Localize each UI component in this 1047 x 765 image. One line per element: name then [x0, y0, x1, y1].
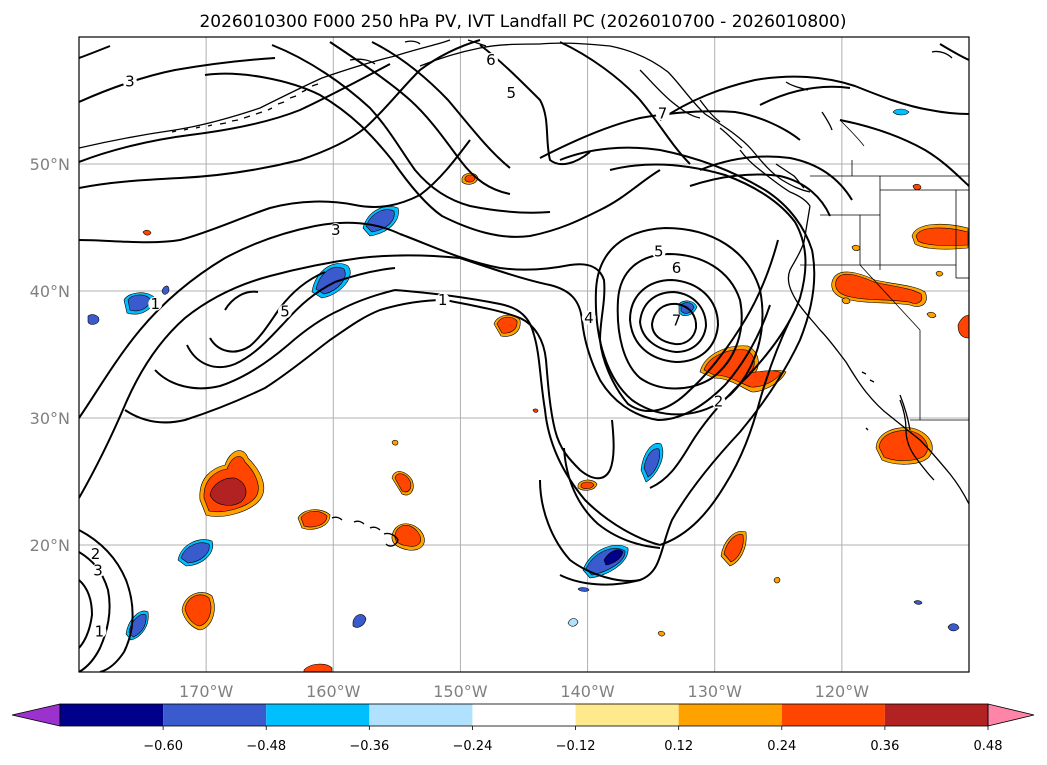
colorbar-swatch-7 — [782, 704, 885, 726]
colorbar-label-1: −0.48 — [246, 739, 286, 754]
colorbar-label-7: 0.36 — [870, 739, 899, 754]
latitude-labels: 50°N 40°N 30°N 20°N — [30, 155, 70, 555]
contour-label-8: 5 — [654, 243, 664, 261]
lat-label-1: 40°N — [30, 282, 70, 301]
contour-label-3: 5 — [280, 302, 290, 320]
lat-label-0: 50°N — [30, 155, 70, 174]
colorbar-swatch-3 — [369, 704, 472, 726]
colorbar-swatch-6 — [679, 704, 782, 726]
colorbar-label-8: 0.48 — [974, 739, 1003, 754]
contour-label-7: 7 — [658, 104, 668, 122]
lon-label-4: 130°W — [688, 682, 743, 701]
contour-label-11: 4 — [584, 309, 594, 327]
contour-label-15: 1 — [95, 622, 105, 640]
lat-label-2: 30°N — [30, 409, 70, 428]
colorbar-extend-high — [988, 704, 1034, 726]
colorbar-label-4: −0.12 — [556, 739, 596, 754]
lon-label-2: 150°W — [433, 682, 488, 701]
contour-label-6: 6 — [486, 51, 496, 69]
contour-label-9: 6 — [672, 259, 682, 277]
colorbar-label-0: −0.60 — [143, 739, 183, 754]
contour-label-1: 1 — [151, 295, 161, 313]
contour-label-5: 5 — [507, 84, 517, 102]
colorbar-swatch-1 — [163, 704, 266, 726]
map-title: 2026010300 F000 250 hPa PV, IVT Landfall… — [199, 12, 846, 32]
colorbar-swatch-5 — [576, 704, 679, 726]
colorbar-swatch-8 — [885, 704, 988, 726]
colorbar: −0.60 −0.48 −0.36 −0.24 −0.12 0.12 0.24 0.36 0.4… — [12, 704, 1047, 754]
contour-label-12: 2 — [714, 393, 724, 411]
contour-label-4: 1 — [438, 291, 448, 309]
contour-label-13: 2 — [91, 545, 101, 563]
lon-label-5: 120°W — [815, 682, 870, 701]
colorbar-label-3: −0.24 — [453, 739, 493, 754]
colorbar-swatch-2 — [266, 704, 369, 726]
colorbar-extend-low — [12, 704, 60, 726]
lat-label-3: 20°N — [30, 536, 70, 555]
colorbar-label-6: 0.24 — [767, 739, 796, 754]
contour-label-10: 7 — [672, 311, 682, 329]
lon-label-3: 140°W — [560, 682, 615, 701]
contour-label-2: 3 — [331, 221, 341, 239]
lon-label-1: 160°W — [306, 682, 361, 701]
colorbar-label-2: −0.36 — [349, 739, 389, 754]
colorbar-swatch-4 — [472, 704, 575, 726]
colorbar-swatch-0 — [60, 704, 163, 726]
longitude-labels: 170°W 160°W 150°W 140°W 130°W 120°W — [179, 682, 869, 701]
colorbar-label-5: 0.12 — [664, 739, 693, 754]
lon-label-0: 170°W — [179, 682, 234, 701]
contour-label-0: 3 — [125, 73, 135, 91]
contour-label-14: 3 — [93, 561, 103, 579]
